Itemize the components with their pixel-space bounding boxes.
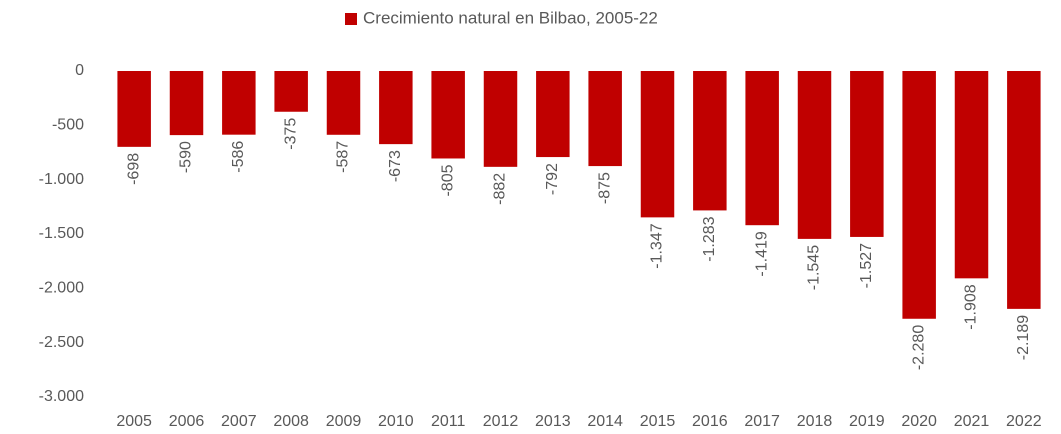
x-tick-label: 2019 (849, 413, 885, 430)
bar (1007, 71, 1041, 309)
x-tick-label: 2010 (378, 413, 414, 430)
y-tick-label: -1.500 (39, 225, 84, 242)
data-label: -2.280 (910, 325, 927, 370)
bar (169, 71, 204, 136)
data-label: -673 (387, 150, 404, 182)
y-tick-label: 0 (75, 62, 84, 79)
data-label: -882 (492, 173, 509, 205)
legend-label: Crecimiento natural en Bilbao, 2005-22 (363, 8, 658, 27)
y-tick-label: -2.500 (39, 334, 84, 351)
data-label: -375 (282, 118, 299, 150)
x-tick-label: 2021 (954, 413, 990, 430)
bar (274, 71, 308, 112)
data-label: -1.283 (701, 216, 718, 261)
x-tick-label: 2009 (326, 413, 362, 430)
x-tick-label: 2012 (483, 413, 519, 430)
x-tick-label: 2022 (1006, 413, 1042, 430)
x-tick-label: 2017 (744, 413, 780, 430)
x-tick-label: 2020 (901, 413, 937, 430)
data-label: -1.908 (963, 284, 980, 329)
x-tick-label: 2016 (692, 413, 728, 430)
bar (431, 71, 465, 159)
y-tick-label: -3.000 (39, 388, 84, 405)
x-tick-label: 2008 (273, 413, 309, 430)
data-label: -1.419 (753, 231, 770, 276)
legend-swatch (345, 13, 357, 25)
bar (536, 71, 570, 158)
bar (588, 71, 622, 167)
data-label: -698 (125, 153, 142, 185)
bar (640, 71, 675, 218)
x-tick-label: 2013 (535, 413, 571, 430)
x-tick-label: 2015 (640, 413, 676, 430)
x-tick-label: 2018 (797, 413, 833, 430)
data-label: -587 (335, 141, 352, 173)
bar (222, 71, 256, 135)
x-tick-label: 2005 (116, 413, 152, 430)
bar (483, 71, 518, 167)
data-label: -805 (439, 164, 456, 196)
bar (117, 71, 151, 147)
data-label: -2.189 (1015, 315, 1032, 360)
x-tick-label: 2007 (221, 413, 257, 430)
y-tick-label: -1.000 (39, 171, 84, 188)
bar (379, 71, 413, 145)
x-tick-label: 2011 (431, 413, 466, 430)
y-tick-label: -2.000 (39, 280, 84, 297)
data-label: -792 (544, 163, 561, 195)
data-label: -590 (178, 141, 195, 173)
data-label: -586 (230, 141, 247, 173)
bar (326, 71, 361, 135)
y-tick-label: -500 (52, 117, 84, 134)
bar (797, 71, 832, 239)
bar (902, 71, 936, 319)
x-tick-label: 2006 (169, 413, 205, 430)
data-label: -1.527 (858, 243, 875, 288)
bar (745, 71, 779, 226)
bar (954, 71, 989, 279)
data-label: -1.545 (806, 245, 823, 290)
data-label: -1.347 (649, 223, 666, 268)
x-tick-label: 2014 (587, 413, 623, 430)
bar (693, 71, 727, 211)
data-label: -875 (596, 172, 613, 204)
bar (850, 71, 884, 237)
